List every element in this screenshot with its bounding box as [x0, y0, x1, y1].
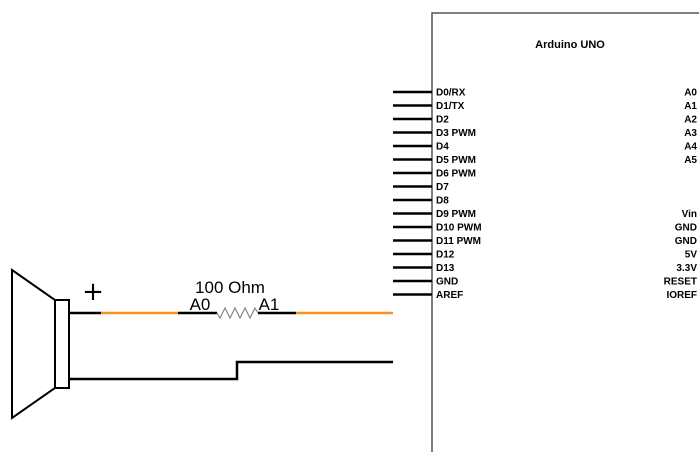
resistor-zigzag	[216, 306, 259, 320]
speaker-body	[54, 299, 70, 389]
pin-label-aref-15: AREF	[436, 290, 463, 301]
pin-label-d11-pwm-11: D11 PWM	[436, 236, 481, 247]
pin-label-vin-0: Vin	[682, 209, 697, 220]
board-outline	[431, 12, 699, 452]
analog-pin-labels: A0 A1 A2 A3 A4 A5	[684, 88, 697, 167]
pin-label-a5: A5	[684, 155, 697, 166]
power-pin-labels: Vin GND GND 5V 3.3V RESET IOREF	[664, 209, 698, 301]
resistor-pin-a0-label: A0	[190, 295, 211, 314]
pin-label-d9-pwm-9: D9 PWM	[436, 209, 476, 220]
pin-label-d7-7: D7	[436, 182, 449, 193]
board-title: Arduino UNO	[535, 39, 605, 51]
pin-label-d5-pwm-5: D5 PWM	[436, 155, 476, 166]
pin-label-a2: A2	[684, 115, 697, 126]
pin-label-ioref-6: IOREF	[666, 290, 697, 301]
pin-label-reset-5: RESET	[664, 277, 697, 288]
pin-label-gnd-1: GND	[675, 223, 697, 234]
resistor-pin-a1-label: A1	[259, 295, 280, 314]
pin-label-d13-13: D13	[436, 263, 455, 274]
pin-label-a1: A1	[684, 101, 697, 112]
left-pin-header: D0/RX D1/TX D2 D3 PWM D4 D5 PWM D6 PWM D7 D8 D9 P…	[393, 88, 482, 301]
pin-label-d4-4: D4	[436, 142, 449, 153]
pin-label-gnd-14: GND	[436, 277, 458, 288]
pin-label-gnd-2: GND	[675, 236, 697, 247]
pin-label-5v-3: 5V	[685, 250, 698, 261]
pin-label-d2-2: D2	[436, 115, 449, 126]
speaker-polarity-label: +	[82, 277, 104, 307]
pin-label-a4: A4	[684, 142, 697, 153]
pin-label-d6-pwm-6: D6 PWM	[436, 169, 476, 180]
resistor-value-label: 100 Ohm	[195, 278, 265, 297]
ground-wire	[101, 360, 393, 381]
pin-label-d3-pwm-3: D3 PWM	[436, 128, 476, 139]
arduino-board: Arduino UNO	[431, 12, 699, 452]
pin-label-d1-tx-1: D1/TX	[436, 101, 465, 112]
speaker: +	[11, 268, 104, 420]
pin-label-3-3v-4: 3.3V	[676, 263, 697, 274]
resistor: 100 Ohm A0 A1	[178, 278, 296, 320]
pin-label-d10-pwm-10: D10 PWM	[436, 223, 482, 234]
pin-label-a0: A0	[684, 88, 697, 99]
pin-label-d12-12: D12	[436, 250, 455, 261]
pin-label-a3: A3	[684, 128, 697, 139]
pin-label-d8-8: D8	[436, 196, 449, 207]
speaker-cone	[11, 268, 56, 420]
pin-label-d0-rx-0: D0/RX	[436, 88, 466, 99]
